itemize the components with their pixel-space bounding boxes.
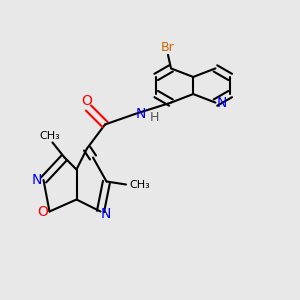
Text: O: O bbox=[82, 94, 92, 108]
Text: N: N bbox=[101, 208, 111, 221]
Text: N: N bbox=[216, 96, 226, 110]
Text: N: N bbox=[32, 173, 42, 187]
Text: N: N bbox=[135, 107, 146, 121]
Text: CH₃: CH₃ bbox=[129, 179, 150, 190]
Text: H: H bbox=[150, 111, 159, 124]
Text: O: O bbox=[38, 205, 48, 218]
Text: Br: Br bbox=[161, 41, 175, 54]
Text: CH₃: CH₃ bbox=[39, 131, 60, 141]
